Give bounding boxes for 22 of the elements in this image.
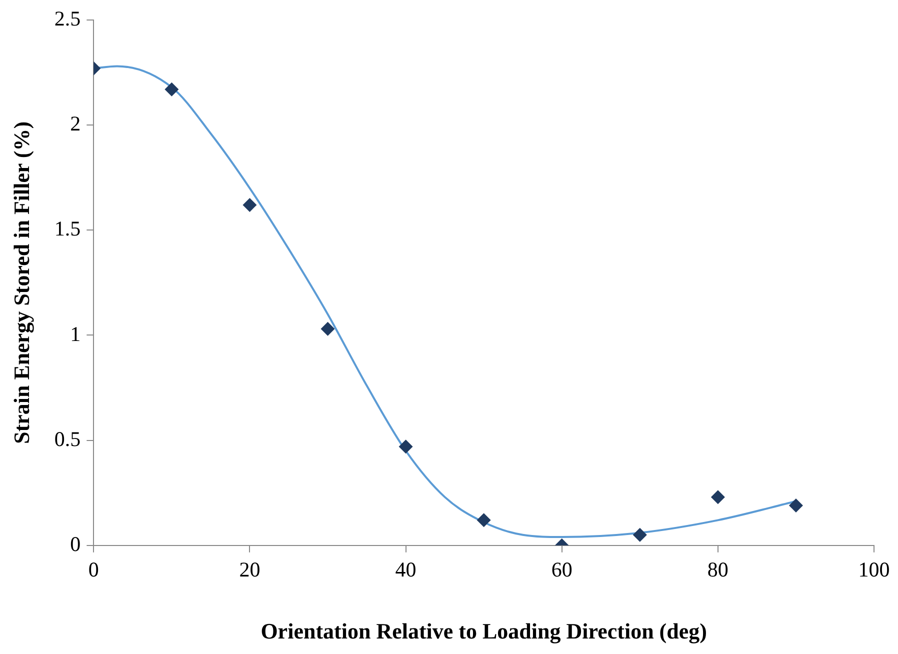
x-tick-label: 40 xyxy=(395,558,416,582)
y-tick-label: 0.5 xyxy=(54,426,81,451)
y-tick-label: 0 xyxy=(70,532,81,556)
x-tick-label: 20 xyxy=(239,558,260,582)
x-axis-title: Orientation Relative to Loading Direction (deg) xyxy=(260,618,707,644)
y-tick-label: 2 xyxy=(70,112,81,136)
point xyxy=(710,490,725,504)
y-tick-label: 1.5 xyxy=(54,216,81,241)
point xyxy=(632,528,647,542)
y-tick-label: 1 xyxy=(70,322,81,346)
x-tick-label: 80 xyxy=(707,558,728,582)
y-tick-label: 2.5 xyxy=(54,6,81,31)
point xyxy=(242,198,257,212)
y-axis-title: Strain Energy Stored in Filler (%) xyxy=(8,121,34,444)
x-tick-label: 100 xyxy=(858,558,890,582)
x-tick-label: 60 xyxy=(551,558,572,582)
x-tick-label: 0 xyxy=(88,558,99,582)
point xyxy=(164,82,179,96)
point xyxy=(320,322,335,336)
point xyxy=(788,498,803,512)
point xyxy=(476,513,491,528)
point xyxy=(398,440,413,454)
